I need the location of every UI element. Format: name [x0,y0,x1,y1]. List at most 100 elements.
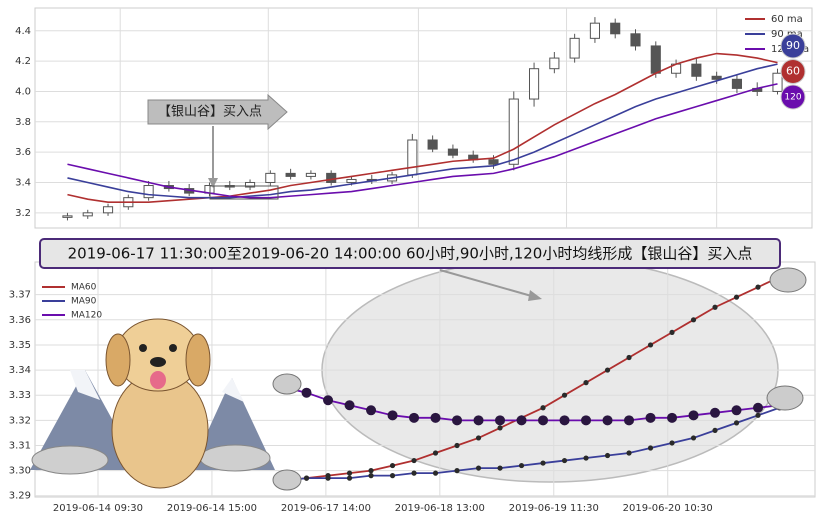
banner-pointer [439,269,536,298]
candle-body [691,63,702,77]
y-tick-label: 4.2 [15,56,31,67]
ma-marker [647,445,654,451]
candle-body [82,212,93,217]
mountain-snow [222,378,244,402]
ma-marker [645,412,656,423]
highlight-box [209,185,279,200]
candle-body [488,159,499,165]
candle-body [549,57,560,70]
ma-line [67,83,778,199]
ma-marker [387,410,398,421]
ma-marker [454,468,460,474]
y-tick-label: 3.37 [9,290,31,301]
annotation-arrow-box [147,93,288,131]
ma-marker [690,317,697,323]
bottom-chart: 3.29 3.30 3.31 3.32 3.33 3.34 3.35 3.36 3.37 2019… [9,257,815,514]
y-tick-label: 3.8 [15,117,31,128]
ma-marker [540,460,546,466]
ma-marker [475,465,482,471]
legend-label: MA90 [71,297,97,307]
ma-marker [669,329,675,335]
y-tick-label: 3.29 [9,491,31,502]
y-tick-label: 3.34 [9,365,31,376]
ma-marker [497,425,503,431]
decoration [30,267,807,491]
ma-marker [368,468,374,474]
mountain-snow [70,370,100,400]
dog-nose [150,357,166,367]
ma-marker [731,405,742,416]
candle-body [589,22,600,39]
annotation: 【银山谷】买入点 [158,105,262,120]
y-tick-label: 3.2 [15,208,31,219]
ma-marker [411,470,417,476]
ma-marker [323,395,334,406]
ma-marker [389,462,396,469]
candle-body [711,75,722,80]
ma-marker [432,470,439,476]
ma-marker [688,410,699,421]
ma-marker [516,415,527,426]
ma-line [284,276,780,482]
ma-line [67,52,778,204]
candle-body [407,139,418,176]
ma-marker [389,473,396,479]
ma-badge-label: 60 [786,65,800,78]
ma-marker [540,405,546,411]
legend-label: 90 ma [771,29,803,40]
banner: 2019-06-17 11:30:00至2019-06-20 14:00:00 … [68,245,753,263]
ma-marker [452,415,463,426]
candle-body [102,206,114,214]
candle-body [630,33,641,47]
ma-marker [344,400,355,411]
ma-line [67,63,778,199]
candle-body [529,68,540,100]
ma-marker [346,470,353,476]
y-tick-label: 3.30 [9,466,31,477]
ingot [31,445,109,475]
ma-marker [604,367,611,373]
ma-marker [368,473,374,479]
candle-body [650,45,661,74]
candle-body [62,215,73,218]
ma-marker [690,435,697,441]
y-tick-label: 4.0 [15,86,31,97]
ingot [272,469,302,491]
ma-marker [583,380,589,386]
ingot [272,373,302,395]
y-tick-label: 3.36 [9,315,31,326]
dog-ear [185,333,211,387]
candle-body [772,72,783,92]
ma-marker [366,405,377,416]
ma-marker [624,415,635,426]
ma-marker [712,427,718,433]
ma-marker [301,387,312,398]
candle-body [143,185,154,199]
candle-body [447,148,458,156]
candle-body [305,172,316,177]
ma-marker [733,420,740,426]
candle-body [265,172,276,183]
ma-marker [581,415,592,426]
ma-badge [780,33,806,59]
x-tick-label: 2019-06-17 14:00 [281,503,371,514]
candle-body [731,78,743,89]
ma-marker [710,407,721,418]
y-tick-label: 3.35 [9,340,31,351]
annotation-pointer-head [208,178,218,188]
ingot [766,385,804,411]
x-tick-label: 2019-06-14 09:30 [53,503,143,514]
ma-marker [473,415,484,426]
ingot [769,267,807,293]
x-tick-label: 2019-06-19 11:30 [509,503,599,514]
x-tick-label: 2019-06-20 10:30 [623,503,713,514]
ma-marker [755,412,761,418]
ma-marker [409,412,420,423]
x-tick-label: 2019-06-18 13:00 [395,503,485,514]
candle-body [285,172,296,177]
ma-marker [497,465,503,471]
candle-body [326,172,337,183]
legend-label: MA120 [71,311,102,321]
